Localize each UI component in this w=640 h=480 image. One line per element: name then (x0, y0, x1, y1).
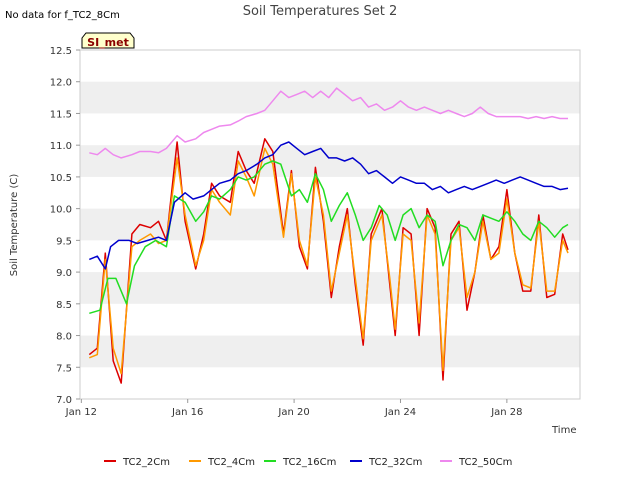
x-tick-label: Jan 28 (490, 407, 522, 418)
grid-band (80, 145, 580, 177)
series-line-tc2_32cm (89, 141, 569, 270)
y-axis-label: Soil Temperature (C) (9, 174, 20, 277)
legend-label: TC2_2Cm (122, 457, 170, 468)
legend-label: TC2_50Cm (458, 457, 512, 468)
series-line-tc2_4cm (89, 147, 569, 375)
badge-shape (81, 32, 135, 49)
series-line-tc2_50cm (89, 87, 568, 159)
legend-label: TC2_16Cm (282, 457, 336, 468)
y-tick-label: 10.5 (50, 173, 72, 184)
series-line-tc2_16cm (89, 160, 569, 315)
x-axis-ticks: Jan 12 Jan 16 Jan 20 Jan 24 Jan 28 (65, 399, 523, 418)
legend-label: TC2_4Cm (207, 457, 255, 468)
x-axis-label: Time (551, 425, 576, 436)
site-badge: SI_met (81, 32, 135, 49)
grid-band (80, 335, 580, 368)
x-tick-label: Jan 20 (277, 407, 309, 418)
y-tick-label: 9.0 (56, 268, 72, 279)
y-tick-label: 12.0 (50, 78, 72, 89)
y-axis-ticks: 7.0 7.5 8.0 8.5 9.0 9.5 10.0 10.5 11.0 11.5 12.0 12… (50, 46, 80, 406)
y-tick-label: 10.0 (50, 205, 72, 216)
badge-label: SI_met (87, 36, 129, 49)
no-data-note: No data for f_TC2_8Cm (5, 10, 120, 21)
y-tick-label: 11.0 (50, 141, 72, 152)
y-tick-label: 7.0 (56, 395, 72, 406)
y-tick-label: 7.5 (56, 363, 72, 374)
y-tick-label: 9.5 (56, 236, 72, 247)
y-tick-label: 11.5 (50, 109, 72, 120)
x-tick-label: Jan 12 (65, 407, 97, 418)
series-line-tc2_2cm (88, 138, 569, 384)
grid-band (80, 81, 580, 114)
legend-label: TC2_32Cm (368, 457, 422, 468)
series-lines (88, 87, 569, 384)
plot-frame (79, 49, 581, 400)
y-tick-label: 12.5 (50, 46, 72, 57)
chart-title: Soil Temperatures Set 2 (243, 4, 398, 19)
y-tick-label: 8.0 (56, 332, 72, 343)
x-tick-label: Jan 24 (384, 407, 416, 418)
y-tick-label: 8.5 (56, 300, 72, 311)
legend: TC2_2Cm TC2_4Cm TC2_16Cm TC2_32Cm TC2_50Cm (104, 457, 512, 468)
x-tick-label: Jan 16 (171, 407, 203, 418)
